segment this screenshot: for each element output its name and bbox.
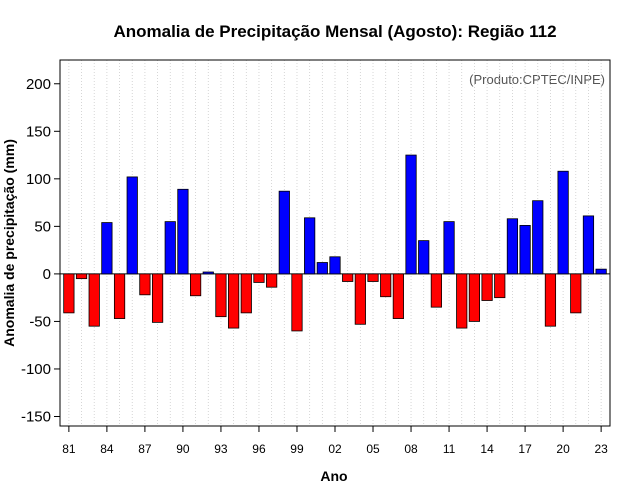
- x-ticks: 81 84 87 90 93 96 99 02 05 08 11 14 17 20 23: [62, 426, 608, 456]
- x-tick-label: 84: [100, 442, 114, 456]
- bar-1996: [253, 273, 265, 283]
- bar-2016: [506, 218, 519, 275]
- bar-2014: [481, 273, 493, 301]
- x-tick-label: 23: [594, 442, 608, 456]
- bars: [63, 154, 607, 332]
- bar-1995: [240, 273, 252, 314]
- bar-2022: [582, 215, 595, 275]
- bar-2013: [468, 273, 480, 322]
- bar-1991: [190, 273, 202, 297]
- bar-2009: [418, 240, 430, 275]
- y-ticks: -150 -100 -50 0 50 100 150 200: [21, 76, 60, 425]
- x-tick-label: 81: [62, 442, 76, 456]
- bar-2006: [380, 273, 392, 298]
- y-tick-label: -50: [29, 313, 51, 330]
- x-tick-label: 14: [480, 442, 494, 456]
- x-tick-label: 05: [366, 442, 380, 456]
- x-tick-label: 20: [556, 442, 570, 456]
- bar-2020: [557, 170, 569, 275]
- bar-1994: [228, 273, 240, 329]
- bar-2008: [405, 154, 417, 275]
- plot-frame: [59, 59, 611, 427]
- x-tick-label: 02: [328, 442, 342, 456]
- y-tick-label: 50: [34, 218, 51, 235]
- bar-2010: [430, 273, 442, 308]
- bar-1983: [88, 273, 100, 327]
- x-tick-label: 11: [443, 442, 456, 456]
- bar-2011: [443, 221, 455, 275]
- bar-2023: [595, 268, 607, 275]
- bar-2019: [544, 273, 557, 327]
- bar-1988: [151, 273, 164, 323]
- y-tick-label: -150: [21, 408, 51, 425]
- bar-2017: [519, 225, 531, 275]
- bar-2021: [570, 273, 582, 314]
- y-tick-label: 200: [26, 76, 51, 93]
- y-tick-label: 100: [26, 171, 51, 188]
- bar-1997: [266, 273, 278, 288]
- x-tick-label: 93: [214, 442, 228, 456]
- y-axis-label: Anomalia de precipitação (mm): [1, 139, 17, 347]
- bar-1986: [126, 176, 138, 275]
- x-tick-label: 96: [252, 442, 266, 456]
- x-tick-label: 08: [404, 442, 418, 456]
- bar-2005: [367, 273, 379, 282]
- x-tick-label: 99: [290, 442, 304, 456]
- bar-1998: [278, 190, 290, 275]
- x-tick-label: 87: [138, 442, 152, 456]
- x-tick-label: 17: [518, 442, 532, 456]
- bar-1985: [113, 273, 126, 319]
- bar-1989: [164, 221, 176, 275]
- bar-1982: [75, 273, 88, 280]
- bar-2004: [354, 273, 366, 325]
- bar-2018: [532, 200, 544, 275]
- y-tick-label: 150: [26, 123, 51, 140]
- bar-2012: [456, 273, 468, 329]
- bar-1993: [215, 273, 227, 318]
- bar-1987: [139, 273, 151, 296]
- x-axis-label: Ano: [320, 468, 347, 484]
- bar-1981: [63, 273, 75, 314]
- bar-1984: [101, 222, 113, 275]
- bar-2001: [316, 262, 328, 275]
- y-tick-label: -100: [21, 361, 51, 378]
- bar-2002: [329, 256, 341, 275]
- bar-2000: [304, 217, 316, 275]
- chart-title: Anomalia de Precipitação Mensal (Agosto)…: [113, 22, 556, 41]
- y-tick-label: 0: [43, 266, 51, 283]
- bar-1992: [202, 271, 214, 275]
- bar-1990: [177, 188, 189, 275]
- bar-2015: [494, 273, 506, 299]
- source-annotation: (Produto:CPTEC/INPE): [469, 72, 605, 87]
- bar-1999: [291, 273, 303, 332]
- x-tick-label: 90: [176, 442, 190, 456]
- bar-2007: [392, 273, 404, 319]
- bar-2003: [342, 273, 354, 282]
